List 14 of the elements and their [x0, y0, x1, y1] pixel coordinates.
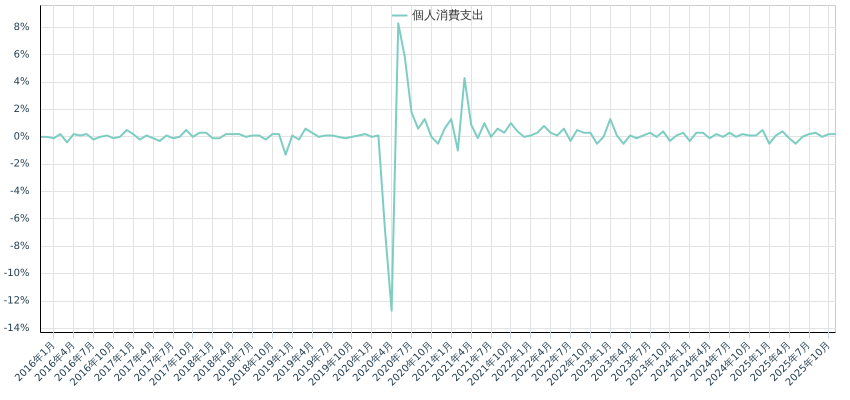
y-tick-label: -10%	[4, 268, 30, 280]
y-tick-label: -12%	[4, 296, 30, 307]
y-tick-label: 2%	[14, 104, 30, 115]
y-tick-label: 4%	[14, 76, 30, 88]
y-tick-label: -6%	[10, 213, 30, 224]
line-series	[40, 22, 836, 312]
y-tick-label: -4%	[10, 186, 30, 198]
y-tick-label: 0%	[14, 131, 30, 142]
y-tick-label: 6%	[14, 49, 30, 60]
y-tick-label: -8%	[10, 240, 30, 252]
y-tick-label: -14%	[4, 322, 30, 334]
y-tick-label: 8%	[14, 22, 30, 33]
y-tick-label: -2%	[10, 158, 30, 170]
legend-label: 個人消費支出	[412, 6, 484, 24]
